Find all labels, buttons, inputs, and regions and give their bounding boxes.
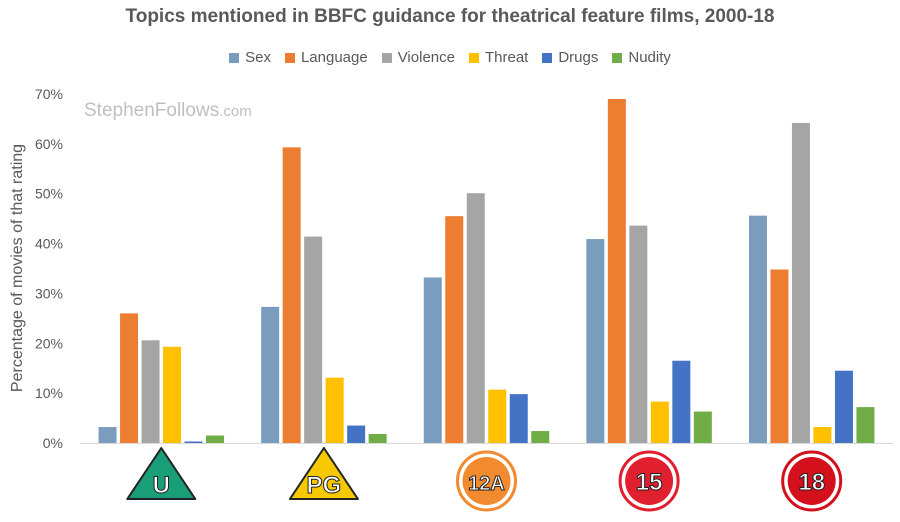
category-label: U	[153, 472, 170, 499]
bar-drugs-12a	[509, 394, 528, 443]
legend-label: Threat	[484, 49, 529, 66]
bar-drugs-pg	[347, 425, 366, 443]
bar-nudity-pg	[368, 434, 387, 443]
legend-label: Sex	[245, 49, 271, 66]
bar-threat-u	[163, 346, 182, 443]
y-tick-label: 50%	[35, 186, 63, 202]
legend-item-nudity: Nudity	[612, 49, 671, 66]
bar-threat-15	[650, 401, 669, 443]
y-tick-label: 30%	[35, 285, 63, 301]
category-label: PG	[307, 472, 342, 499]
bar-nudity-18	[856, 407, 875, 443]
bar-language-12a	[445, 216, 464, 443]
legend-label: Violence	[397, 49, 455, 66]
badge-shape	[625, 457, 674, 505]
bar-language-u	[120, 313, 139, 443]
bar-drugs-u	[184, 441, 203, 443]
legend-label: Nudity	[628, 49, 671, 66]
bar-language-18	[770, 269, 789, 443]
bar-drugs-15	[672, 360, 691, 443]
bar-sex-12a	[423, 277, 442, 443]
legend-swatch	[284, 52, 295, 63]
bar-sex-pg	[261, 306, 280, 443]
bar-violence-u	[141, 340, 160, 443]
watermark-suffix: .com	[219, 103, 252, 120]
bar-nudity-15	[693, 411, 712, 443]
bar-sex-15	[586, 239, 605, 443]
legend-item-violence: Violence	[381, 49, 455, 66]
badge-shape	[787, 457, 836, 505]
y-tick-label: 20%	[35, 335, 63, 351]
y-tick-label: 70%	[35, 86, 63, 102]
category-label: 15	[636, 469, 663, 496]
rating-badge-18: 18	[781, 450, 843, 512]
bar-drugs-18	[834, 370, 853, 443]
legend: Sex Language Violence Threat Drugs Nudity	[0, 49, 900, 66]
bar-violence-15	[629, 225, 648, 443]
y-axis-label: Percentage of movies of that rating	[9, 144, 26, 392]
bar-threat-pg	[325, 377, 344, 443]
badge-shape	[126, 447, 197, 500]
bar-violence-12a	[466, 193, 485, 443]
bar-sex-u	[98, 427, 117, 443]
legend-item-language: Language	[284, 49, 368, 66]
badge-shape	[462, 457, 511, 505]
rating-badge-12a: 12A	[456, 450, 517, 512]
legend-item-sex: Sex	[229, 49, 271, 66]
rating-badge-u: U	[126, 447, 197, 500]
bar-sex-18	[748, 215, 767, 443]
category-label: 18	[798, 469, 825, 496]
watermark: StephenFollows.com	[84, 100, 252, 122]
bar-threat-18	[813, 427, 832, 443]
legend-swatch	[468, 52, 479, 63]
chart-title: Topics mentioned in BBFC guidance for th…	[125, 6, 775, 27]
legend-swatch	[612, 52, 623, 63]
bar-violence-pg	[304, 236, 323, 443]
legend-swatch	[229, 52, 240, 63]
watermark-main: StephenFollows	[84, 100, 220, 121]
badge-shape	[288, 447, 359, 500]
bar-language-pg	[282, 147, 301, 443]
legend-item-drugs: Drugs	[542, 49, 598, 66]
y-tick-label: 60%	[35, 136, 63, 152]
legend-label: Drugs	[558, 49, 599, 66]
legend-swatch	[381, 52, 392, 63]
bar-nudity-u	[206, 435, 225, 443]
rating-badge-15: 15	[618, 450, 680, 512]
bar-threat-12a	[488, 389, 507, 443]
bar-violence-18	[791, 122, 810, 443]
y-tick-label: 10%	[35, 385, 63, 401]
rating-badge-pg: PG	[288, 447, 359, 500]
y-tick-label: 0%	[43, 435, 63, 451]
category-label: 12A	[468, 473, 505, 495]
bar-nudity-12a	[531, 431, 550, 443]
legend-item-threat: Threat	[468, 49, 529, 66]
y-tick-label: 40%	[35, 236, 63, 252]
legend-label: Language	[300, 49, 368, 66]
legend-swatch	[542, 52, 553, 63]
bar-language-15	[607, 98, 626, 443]
